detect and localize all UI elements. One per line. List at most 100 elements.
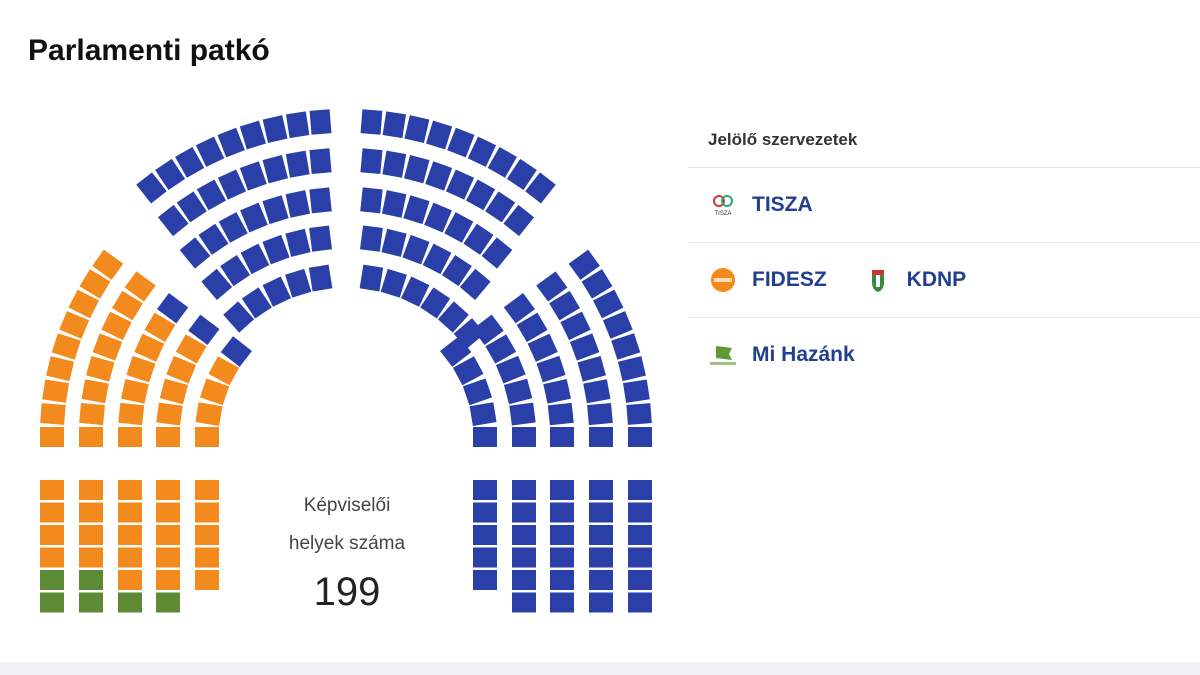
seat-tisza <box>309 187 332 214</box>
seat-fidesz <box>79 427 103 447</box>
seat-fidesz <box>199 378 230 406</box>
seat-tisza <box>550 480 574 500</box>
seat-tisza <box>550 427 574 447</box>
seat-tisza <box>426 120 453 150</box>
center-label-line1: Képviselői <box>303 495 391 516</box>
seat-fidesz <box>79 502 103 523</box>
seat-mihazank <box>156 592 180 613</box>
party-name: FIDESZ <box>752 268 827 291</box>
seat-tisza <box>309 148 332 175</box>
seat-fidesz <box>40 547 64 568</box>
seat-tisza <box>217 169 247 200</box>
seat-tisza <box>459 268 491 300</box>
seat-tisza <box>452 356 484 386</box>
seat-fidesz <box>40 403 66 425</box>
seat-tisza <box>622 379 650 403</box>
seat-tisza <box>583 379 611 404</box>
seat-tisza <box>465 179 496 211</box>
legend-item-mi-hazank[interactable]: Mi Hazánk <box>708 342 855 368</box>
parliament-chart <box>40 109 652 613</box>
seat-tisza <box>462 378 493 406</box>
seat-tisza <box>473 480 497 500</box>
seat-fidesz <box>159 378 189 405</box>
seat-tisza <box>512 502 536 523</box>
seat-tisza <box>628 525 652 545</box>
seat-tisza <box>285 190 311 218</box>
seat-tisza <box>512 547 536 568</box>
seat-tisza <box>403 195 430 225</box>
seat-fidesz <box>118 547 142 568</box>
seat-tisza <box>550 502 574 523</box>
seat-tisza <box>472 314 504 346</box>
seat-fidesz <box>79 480 103 500</box>
seat-tisza <box>550 525 574 545</box>
seat-fidesz <box>195 570 219 590</box>
seat-tisza <box>402 234 430 265</box>
seat-fidesz <box>156 570 180 590</box>
seat-tisza <box>175 146 205 178</box>
seat-tisza <box>485 334 517 364</box>
seat-tisza <box>503 293 535 324</box>
seat-fidesz <box>40 427 64 447</box>
seat-fidesz <box>121 379 149 404</box>
seat-fidesz <box>118 570 142 590</box>
seat-fidesz <box>118 480 142 500</box>
seat-tisza <box>589 592 613 613</box>
seat-tisza <box>487 146 517 178</box>
seat-tisza <box>220 336 252 367</box>
seat-mihazank <box>118 592 142 613</box>
legend-row-tisza: TISZA TISZA <box>688 168 1200 243</box>
seat-tisza <box>617 356 646 382</box>
kdnp-logo-icon <box>863 267 893 293</box>
seat-tisza <box>467 136 497 167</box>
seat-mihazank <box>79 592 103 613</box>
seat-fidesz <box>79 402 105 426</box>
seat-tisza <box>420 287 451 319</box>
seat-tisza <box>155 158 186 190</box>
seat-fidesz <box>68 289 100 319</box>
seat-tisza <box>359 225 383 252</box>
seat-fidesz <box>40 502 64 523</box>
seat-tisza <box>536 355 566 383</box>
seat-tisza <box>473 570 497 590</box>
seat-tisza <box>285 228 311 257</box>
seat-tisza <box>381 228 407 257</box>
seat-tisza <box>485 191 516 223</box>
seat-tisza <box>360 109 383 135</box>
seat-tisza <box>560 311 591 341</box>
seat-tisza <box>581 269 613 299</box>
seat-tisza <box>628 502 652 523</box>
seat-fidesz <box>40 480 64 500</box>
seat-tisza <box>512 427 536 447</box>
seat-fidesz <box>79 547 103 568</box>
seat-tisza <box>592 289 624 319</box>
seat-tisza <box>441 255 472 287</box>
seat-tisza <box>587 402 613 426</box>
seat-fidesz <box>92 333 123 361</box>
seat-tisza <box>495 355 526 384</box>
legend-item-tisza[interactable]: TISZA TISZA <box>708 192 813 218</box>
seat-tisza <box>136 172 167 204</box>
legend-item-fidesz[interactable]: FIDESZ <box>708 267 827 293</box>
seat-tisza <box>628 570 652 590</box>
seat-tisza <box>176 191 207 223</box>
seat-tisza <box>550 592 574 613</box>
seat-tisza <box>425 161 453 191</box>
party-name: KDNP <box>906 268 967 291</box>
seat-tisza <box>262 195 289 225</box>
seat-fidesz <box>156 502 180 523</box>
seat-tisza <box>547 402 574 426</box>
seat-fidesz <box>118 402 145 426</box>
legend-item-kdnp[interactable]: KDNP <box>863 267 967 293</box>
svg-text:TISZA: TISZA <box>714 211 731 217</box>
legend-row-fidesz-kdnp: FIDESZ KDNP <box>688 243 1200 318</box>
seat-tisza <box>469 402 497 426</box>
seat-tisza <box>549 290 580 321</box>
seat-tisza <box>445 169 475 200</box>
seat-fidesz <box>156 547 180 568</box>
seat-tisza <box>589 525 613 545</box>
seat-tisza <box>424 202 452 233</box>
legend: Jelölő szervezetek TISZA TISZA FIDESZ KD… <box>688 112 1200 392</box>
seat-tisza <box>568 249 600 280</box>
seat-tisza <box>543 379 571 404</box>
